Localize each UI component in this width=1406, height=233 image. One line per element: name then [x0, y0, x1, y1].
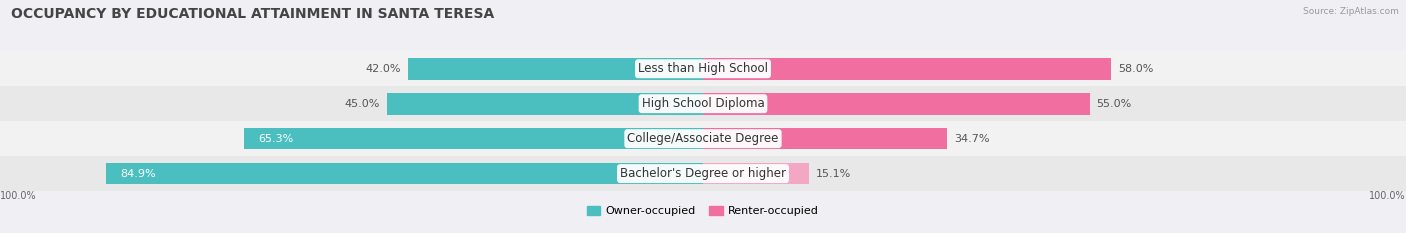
Bar — [0, 86, 1406, 121]
Text: OCCUPANCY BY EDUCATIONAL ATTAINMENT IN SANTA TERESA: OCCUPANCY BY EDUCATIONAL ATTAINMENT IN S… — [11, 7, 495, 21]
Text: 100.0%: 100.0% — [0, 191, 37, 201]
Text: College/Associate Degree: College/Associate Degree — [627, 132, 779, 145]
Bar — [387, 93, 703, 115]
Bar — [0, 51, 1406, 86]
Text: 84.9%: 84.9% — [120, 169, 156, 178]
Text: 34.7%: 34.7% — [953, 134, 990, 144]
Bar — [703, 163, 810, 185]
Bar — [0, 121, 1406, 156]
Bar — [703, 128, 948, 150]
Text: Source: ZipAtlas.com: Source: ZipAtlas.com — [1303, 7, 1399, 16]
Legend: Owner-occupied, Renter-occupied: Owner-occupied, Renter-occupied — [582, 201, 824, 220]
Bar — [703, 58, 1111, 80]
Text: High School Diploma: High School Diploma — [641, 97, 765, 110]
Text: 42.0%: 42.0% — [366, 64, 401, 74]
Text: 45.0%: 45.0% — [344, 99, 380, 109]
Bar — [105, 163, 703, 185]
Text: Bachelor's Degree or higher: Bachelor's Degree or higher — [620, 167, 786, 180]
Bar — [0, 156, 1406, 191]
Bar — [408, 58, 703, 80]
Text: 100.0%: 100.0% — [1369, 191, 1406, 201]
Text: Less than High School: Less than High School — [638, 62, 768, 75]
Text: 58.0%: 58.0% — [1118, 64, 1153, 74]
Bar — [703, 93, 1090, 115]
Bar — [245, 128, 703, 150]
Text: 65.3%: 65.3% — [259, 134, 294, 144]
Text: 55.0%: 55.0% — [1097, 99, 1132, 109]
Text: 15.1%: 15.1% — [815, 169, 852, 178]
